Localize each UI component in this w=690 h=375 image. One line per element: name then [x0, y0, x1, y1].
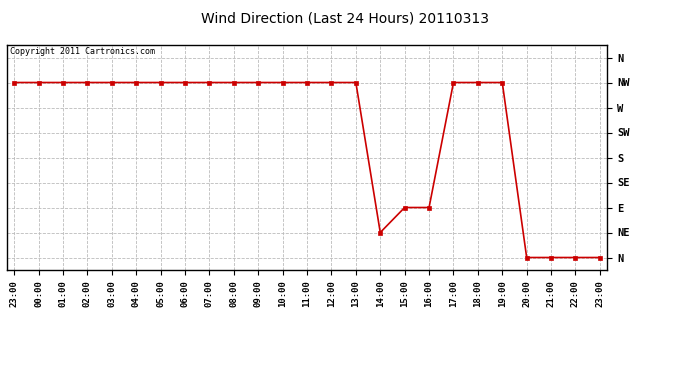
Text: Wind Direction (Last 24 Hours) 20110313: Wind Direction (Last 24 Hours) 20110313 — [201, 11, 489, 25]
Text: Copyright 2011 Cartronics.com: Copyright 2011 Cartronics.com — [10, 47, 155, 56]
